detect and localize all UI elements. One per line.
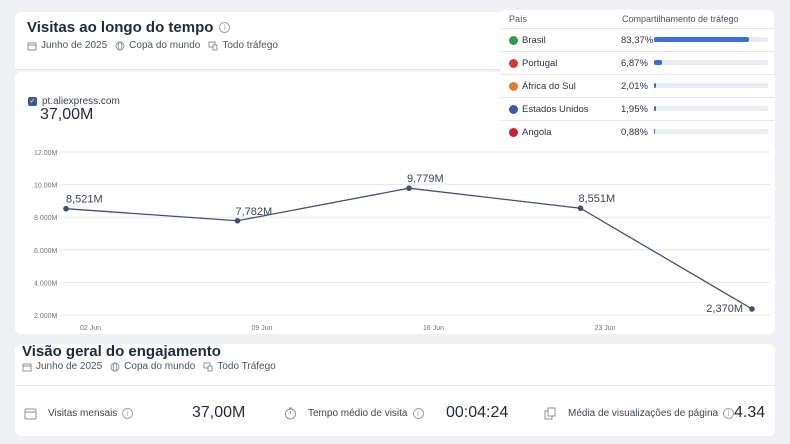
pages-icon	[544, 407, 556, 420]
calendar-icon	[22, 363, 32, 371]
metric-pages-per-visit: Média de visualizações de página i 4.34	[544, 404, 765, 421]
devices-icon	[203, 362, 213, 371]
flag-icon	[509, 82, 518, 91]
calendar-icon	[27, 42, 37, 50]
legend-site: pt.aliexpress.com	[42, 96, 120, 107]
globe-icon	[115, 41, 125, 50]
info-icon[interactable]: i	[219, 22, 231, 33]
share-bar	[654, 37, 768, 42]
share-bar-fill	[654, 60, 662, 65]
region-filter[interactable]: Copa do mundo	[110, 361, 195, 372]
traffic-filter[interactable]: Todo Tráfego	[203, 361, 276, 372]
visits-header-card: Visitas ao longo do tempo i Junho de 202…	[15, 12, 510, 70]
share-bar-fill	[654, 37, 750, 42]
country-name: África do Sul	[522, 81, 576, 92]
flag-icon	[509, 128, 518, 137]
country-name: Portugal	[522, 58, 558, 69]
engagement-filters: Junho de 2025 Copa do mundo Todo Tráfego	[22, 361, 284, 372]
visits-title: Visitas ao longo do tempo i	[27, 19, 231, 36]
country-pct: 83,37%	[621, 35, 654, 46]
flag-icon	[509, 36, 518, 45]
traffic-filter[interactable]: Todo tráfego	[208, 40, 278, 51]
share-bar-fill	[654, 83, 657, 88]
share-bar-fill	[654, 106, 657, 111]
metric-avg-visit-time: Tempo médio de visita i 00:04:24	[284, 404, 508, 421]
date-filter[interactable]: Junho de 2025	[27, 40, 107, 51]
share-bar	[654, 106, 768, 111]
info-icon[interactable]: i	[412, 408, 424, 419]
engagement-title: Visão geral do engajamento	[22, 343, 221, 360]
visits-filters: Junho de 2025 Copa do mundo Todo tráfego	[27, 40, 286, 51]
checkbox-icon[interactable]: ✓	[28, 97, 37, 106]
country-pct: 1,95%	[621, 104, 648, 115]
flag-icon	[509, 105, 518, 114]
metric-monthly-visits: Visitas mensais i 37,00M	[24, 404, 245, 421]
share-bar-fill	[654, 129, 655, 134]
country-row[interactable]: Brasil 83,37%	[500, 28, 774, 51]
country-pct: 2,01%	[621, 81, 648, 92]
country-row[interactable]: África do Sul 2,01%	[500, 74, 774, 97]
divider	[15, 385, 775, 386]
country-pct: 0,88%	[621, 127, 648, 138]
country-name: Estados Unidos	[522, 104, 589, 115]
country-name: Brasil	[522, 35, 546, 46]
col-share: Compartilhamento de tráfego	[622, 14, 739, 24]
metric-value: 4.34	[734, 404, 766, 421]
country-pct: 6,87%	[621, 58, 648, 69]
stopwatch-icon	[285, 407, 296, 420]
date-filter[interactable]: Junho de 2025	[22, 361, 102, 372]
globe-icon	[110, 362, 120, 371]
region-filter[interactable]: Copa do mundo	[115, 40, 200, 51]
country-row[interactable]: Angola 0,88%	[500, 120, 774, 143]
col-country: País	[509, 14, 528, 24]
chart-legend[interactable]: ✓ pt.aliexpress.com	[28, 96, 120, 107]
metric-value: 00:04:24	[446, 404, 509, 421]
devices-icon	[208, 41, 218, 50]
info-icon[interactable]: i	[122, 408, 134, 419]
flag-icon	[509, 59, 518, 68]
calendar-icon	[24, 408, 37, 420]
info-icon[interactable]: i	[723, 408, 735, 419]
country-row[interactable]: Estados Unidos 1,95%	[500, 97, 774, 120]
share-bar	[654, 60, 768, 65]
country-share-table: País Compartilhamento de tráfego Brasil 8…	[500, 10, 774, 146]
country-row[interactable]: Portugal 6,87%	[500, 51, 774, 74]
share-bar	[654, 129, 768, 134]
share-bar	[654, 83, 768, 88]
engagement-card	[15, 344, 775, 436]
country-name: Angola	[522, 127, 552, 138]
legend-total: 37,00M	[40, 106, 94, 123]
metric-value: 37,00M	[192, 404, 246, 421]
